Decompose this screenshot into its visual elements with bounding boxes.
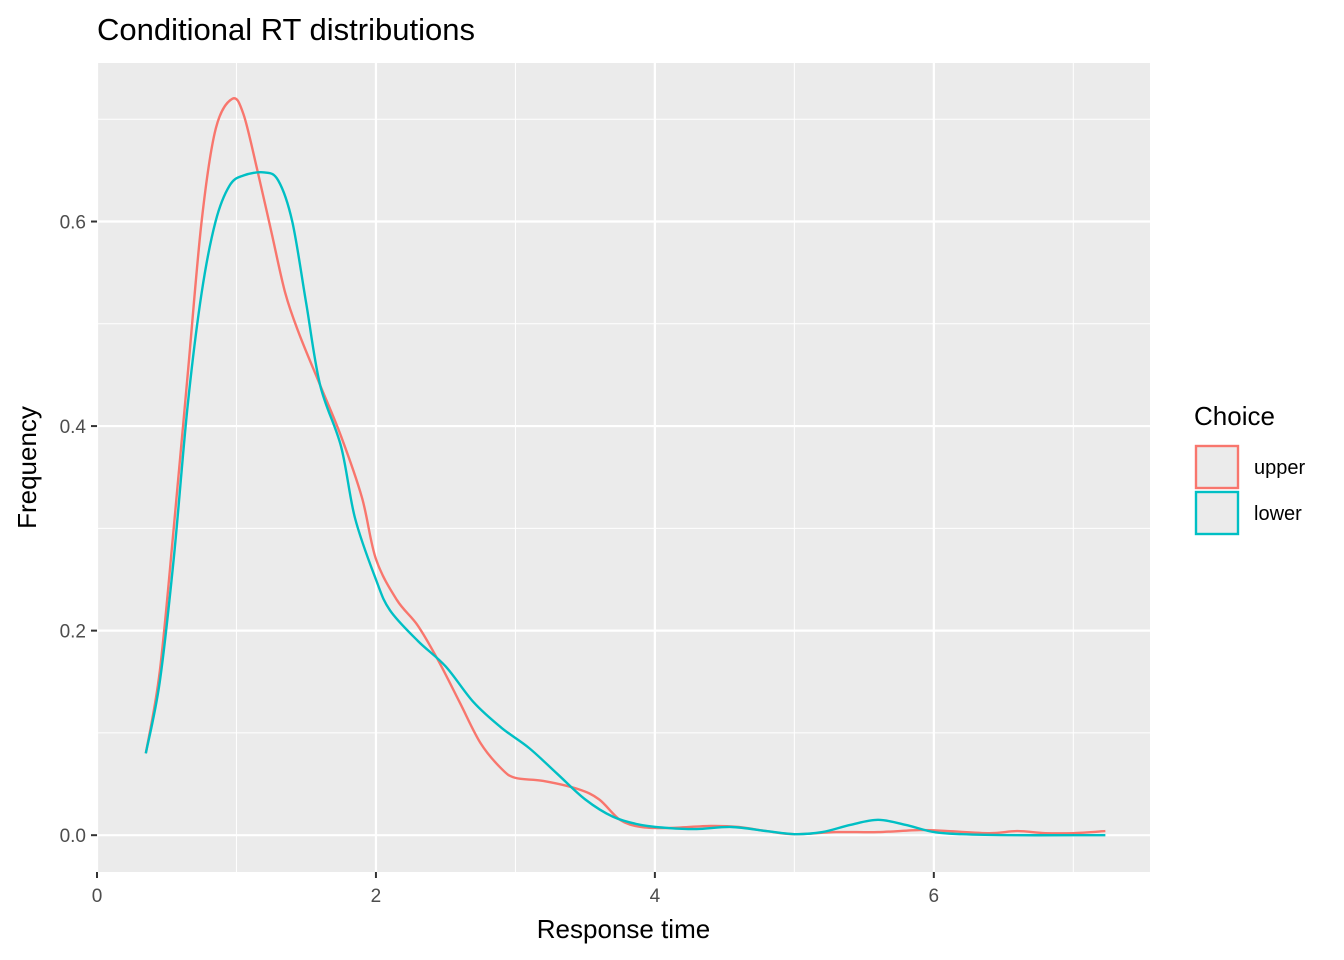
x-tick-label: 0	[92, 886, 103, 907]
series-line-lower	[144, 171, 1106, 837]
legend-label-upper: upper	[1254, 457, 1305, 479]
x-tick-label: 4	[650, 886, 661, 907]
legend: Choice upper lower	[1194, 401, 1305, 536]
series-lines	[144, 97, 1106, 837]
gridlines	[95, 63, 1150, 872]
x-axis-title: Response time	[537, 914, 710, 944]
series-line-upper	[144, 97, 1106, 836]
y-axis: 0.0 0.2 0.4 0.6	[60, 213, 97, 847]
chart-title: Conditional RT distributions	[97, 12, 475, 47]
legend-title: Choice	[1194, 401, 1275, 431]
x-tick-label: 6	[929, 886, 940, 907]
x-axis: 0 2 4 6	[92, 872, 939, 907]
y-tick-label: 0.4	[60, 417, 87, 438]
y-axis-title: Frequency	[12, 406, 42, 529]
y-tick-label: 0.0	[60, 826, 86, 847]
plot-panel	[97, 63, 1150, 872]
x-tick-label: 2	[371, 886, 382, 907]
y-tick-label: 0.6	[60, 213, 86, 234]
legend-label-lower: lower	[1254, 503, 1302, 525]
legend-key-upper	[1194, 444, 1240, 490]
y-tick-label: 0.2	[60, 622, 86, 643]
legend-key-lower	[1194, 490, 1240, 536]
